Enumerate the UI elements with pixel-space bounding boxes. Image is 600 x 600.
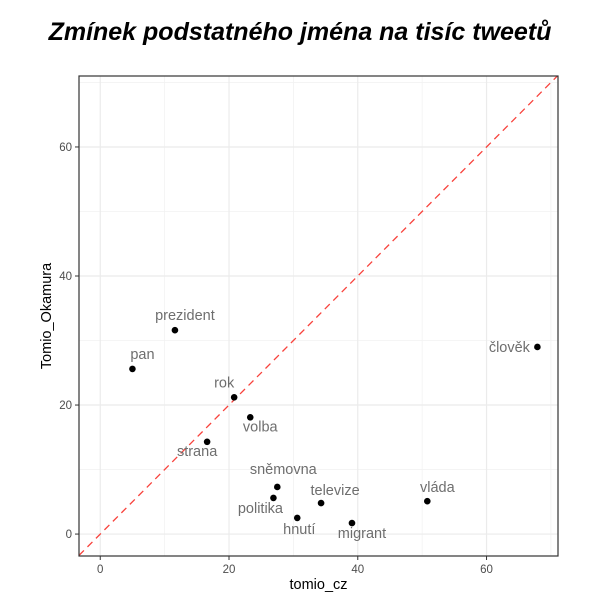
x-tick-label: 40 [351,564,364,576]
point-marker [230,393,238,401]
point-label: sněmovna [250,462,318,478]
point-marker [424,497,431,505]
point-label: vláda [420,480,456,496]
point-label: televize [310,483,359,499]
y-axis-ticks: 0 20 40 60 [59,142,79,541]
data-point: sněmovna [250,462,318,491]
point-marker [203,438,211,446]
point-marker [246,413,254,421]
point-marker [171,326,179,334]
point-marker [534,343,541,351]
reference-line-y-equals-x [78,75,558,556]
point-marker [129,365,136,373]
panel-border [78,75,559,557]
data-point: prezident [155,308,215,334]
x-axis-ticks: 0 20 40 60 [97,556,493,576]
x-tick-label: 0 [97,564,103,576]
point-label: strana [177,444,218,460]
y-axis-label: Tomio_Okamura [39,262,55,369]
data-point: vláda [420,480,456,505]
data-point: televize [310,483,360,507]
data-point: volba [243,413,279,435]
point-label: člověk [489,340,531,356]
data-point: rok [214,375,238,401]
point-label: hnutí [283,522,315,538]
point-marker [317,499,325,507]
x-tick-label: 20 [223,564,236,576]
point-label: migrant [338,526,386,542]
data-point: strana [177,438,218,460]
data-points: pan prezident rok volba strana sněmovna politi… [129,308,541,542]
data-point: politika [238,494,284,517]
point-marker [270,494,277,502]
point-marker [293,514,301,522]
y-tick-label: 60 [59,142,72,154]
point-label: volba [243,419,279,435]
data-point: migrant [338,519,386,542]
x-tick-label: 60 [480,564,493,576]
y-tick-label: 0 [66,529,72,541]
chart-title: Zmínek podstatného jména na tisíc tweetů [48,18,552,46]
point-label: pan [130,347,154,363]
point-label: politika [238,501,284,517]
y-tick-label: 20 [59,400,72,412]
point-marker [348,519,356,527]
point-label: rok [214,375,235,391]
y-tick-label: 40 [59,271,72,283]
data-point: hnutí [283,514,315,538]
point-marker [273,483,281,491]
point-label: prezident [155,308,215,324]
data-point: pan [129,347,155,373]
data-point: člověk [489,340,541,356]
x-axis-label: tomio_cz [289,577,347,593]
